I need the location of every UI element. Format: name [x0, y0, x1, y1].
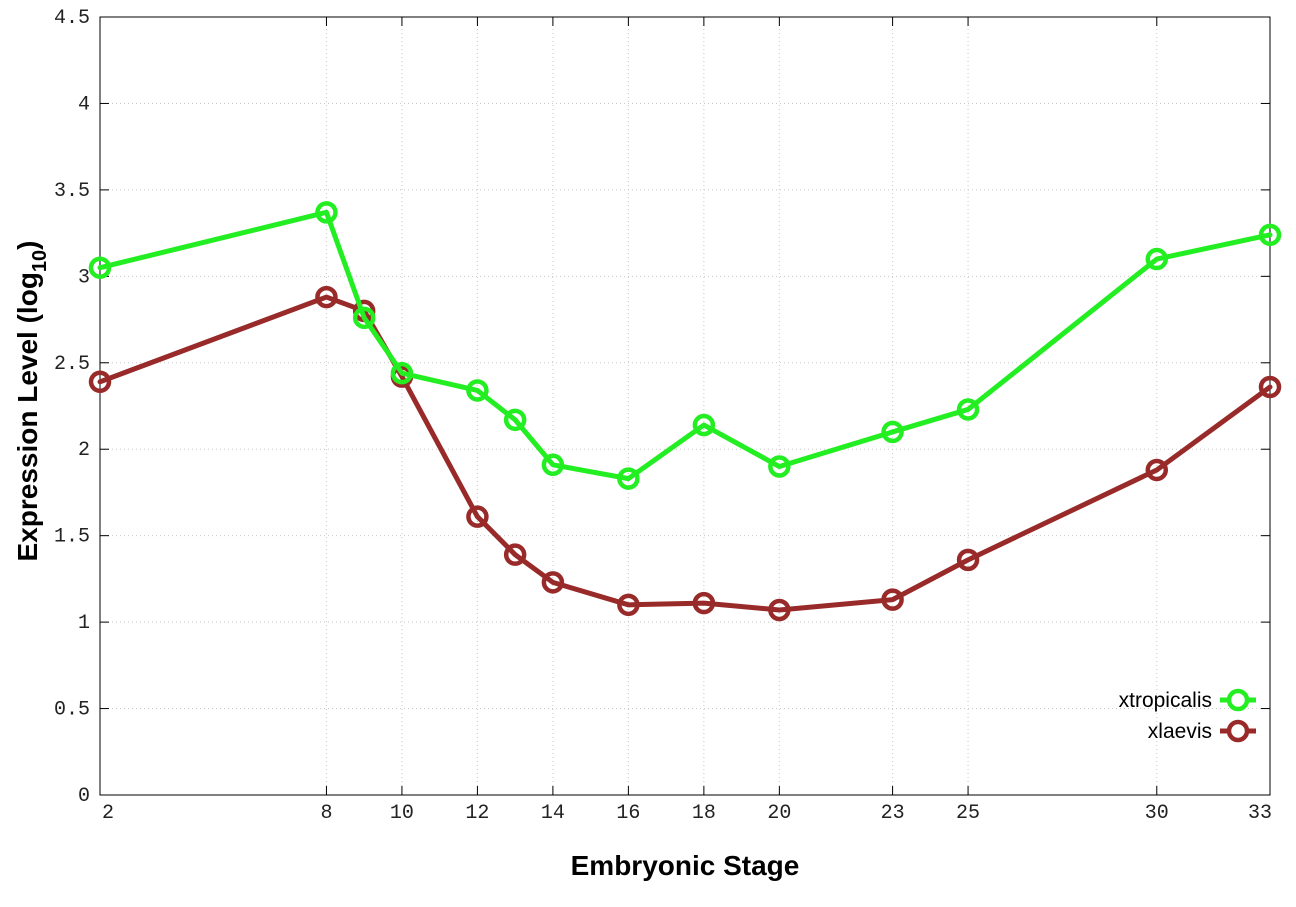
y-tick-label: 0.5: [54, 699, 90, 722]
data-point-xtropicalis: [88, 256, 112, 279]
data-point-xtropicalis: [466, 379, 489, 402]
x-tick-label: 10: [390, 802, 414, 825]
data-point-xtropicalis: [617, 467, 640, 490]
grid: [100, 17, 1270, 795]
x-tick-label: 25: [956, 802, 980, 825]
data-point-xtropicalis: [692, 413, 716, 437]
data-point-xlaevis: [881, 588, 904, 611]
x-tick-label: 14: [541, 802, 565, 825]
legend-label-xlaevis: xlaevis: [1148, 720, 1212, 743]
data-point-xlaevis: [1145, 458, 1169, 482]
series-line-xtropicalis: [97, 209, 1273, 482]
data-point-xtropicalis: [881, 420, 904, 444]
data-point-xtropicalis: [1145, 247, 1169, 271]
x-tick-label: 30: [1145, 802, 1169, 825]
data-point-xlaevis: [768, 598, 791, 622]
data-point-xtropicalis: [315, 201, 338, 224]
y-axis-title-main: Expression Level (log: [12, 272, 43, 561]
y-axis-title: Expression Level (log10): [12, 241, 51, 562]
x-tick-label: 8: [320, 802, 332, 825]
x-tick-label: 33: [1248, 802, 1272, 825]
data-point-xtropicalis: [1258, 223, 1282, 247]
x-tick-label: 16: [616, 802, 640, 825]
legend-marker-xtropicalis: [1226, 688, 1250, 712]
x-tick-label: 20: [767, 802, 791, 825]
series-xlaevis: [88, 285, 1282, 622]
x-tick-label: 2: [102, 802, 114, 825]
data-point-xtropicalis: [390, 361, 414, 385]
x-tick-label: 23: [881, 802, 905, 825]
series-layer: [88, 201, 1282, 622]
data-point-xlaevis: [541, 571, 565, 594]
series-xtropicalis: [88, 201, 1282, 490]
data-point-xtropicalis: [768, 455, 791, 478]
x-tick-label: 18: [692, 802, 716, 825]
y-tick-label: 0: [78, 785, 90, 808]
y-tick-label: 1.5: [54, 526, 90, 549]
y-axis-title-subscript: 10: [29, 250, 51, 272]
data-point-xlaevis: [315, 285, 338, 309]
legend-label-xtropicalis: xtropicalis: [1119, 689, 1212, 712]
data-point-xtropicalis: [352, 306, 376, 330]
data-point-xlaevis: [1258, 375, 1282, 399]
data-point-xtropicalis: [503, 408, 527, 432]
y-tick-label: 2: [78, 439, 90, 462]
data-point-xlaevis: [88, 370, 112, 394]
y-tick-label: 3.5: [54, 180, 90, 203]
y-tick-label: 4.5: [54, 7, 90, 30]
y-tick-label: 4: [78, 93, 90, 116]
data-point-xtropicalis: [541, 453, 565, 477]
legend: xtropicalis xlaevis: [1119, 688, 1256, 743]
series-line-xlaevis: [97, 294, 1273, 613]
x-axis-title: Embryonic Stage: [571, 850, 800, 881]
y-tick-label: 3: [78, 266, 90, 289]
data-point-xtropicalis: [956, 398, 980, 421]
data-point-xlaevis: [466, 505, 489, 528]
legend-marker-xlaevis: [1226, 719, 1250, 743]
y-tick-label: 2.5: [54, 353, 90, 376]
data-point-xlaevis: [956, 548, 980, 572]
data-point-xlaevis: [503, 543, 527, 566]
x-tick-label: 12: [465, 802, 489, 825]
data-point-xlaevis: [692, 591, 716, 615]
axis-ticks: 0 0.5 1 1.5 2 2.5 3 3.5 4 4.5 2 8 10 12 14 16 18 20 23 25 30…: [54, 7, 1272, 825]
y-axis-title-close: ): [12, 241, 43, 250]
data-point-xlaevis: [617, 593, 640, 617]
plot-frame: [99, 16, 1271, 796]
y-tick-label: 1: [78, 612, 90, 635]
